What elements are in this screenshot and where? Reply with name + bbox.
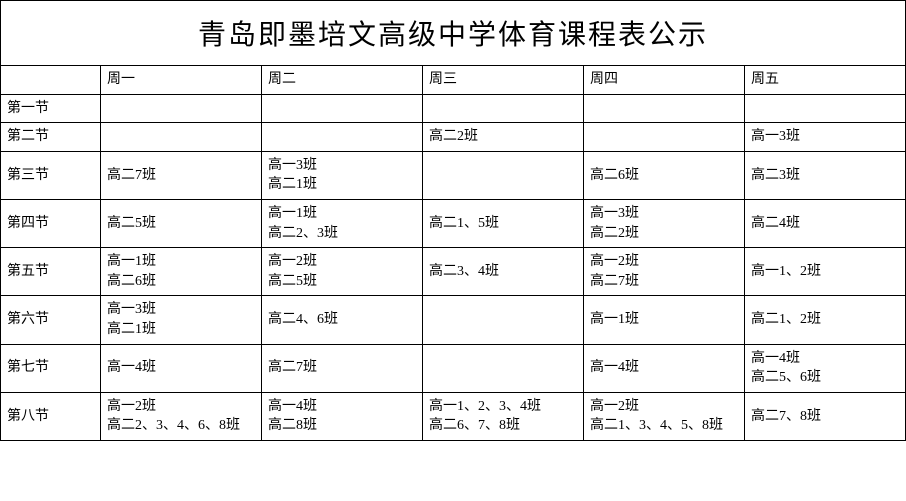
cell: 高二7班 — [101, 151, 262, 199]
timetable: 周一 周二 周三 周四 周五 第一节 第二节 高二2班 高一3班 第三节 高二7… — [0, 65, 906, 441]
header-day: 周三 — [423, 66, 584, 95]
cell: 高二2班 — [423, 123, 584, 152]
cell — [101, 94, 262, 123]
table-row: 第五节 高一1班高二6班 高一2班高二5班 高二3、4班 高一2班高二7班 高一… — [1, 248, 906, 296]
cell: 高一4班高二5、6班 — [745, 344, 906, 392]
cell: 高一2班高二2、3、4、6、8班 — [101, 392, 262, 440]
cell: 高一1班高二2、3班 — [262, 199, 423, 247]
cell: 高一1班高二6班 — [101, 248, 262, 296]
cell: 高一1、2、3、4班高二6、7、8班 — [423, 392, 584, 440]
cell: 高一2班高二7班 — [584, 248, 745, 296]
timetable-container: 青岛即墨培文高级中学体育课程表公示 周一 周二 周三 周四 周五 第一节 第二节… — [0, 0, 906, 441]
cell: 高二4班 — [745, 199, 906, 247]
cell: 高一4班高二8班 — [262, 392, 423, 440]
cell: 高一4班 — [101, 344, 262, 392]
header-row: 周一 周二 周三 周四 周五 — [1, 66, 906, 95]
cell — [423, 296, 584, 344]
cell: 高二5班 — [101, 199, 262, 247]
header-day: 周二 — [262, 66, 423, 95]
period-label: 第一节 — [1, 94, 101, 123]
table-row: 第八节 高一2班高二2、3、4、6、8班 高一4班高二8班 高一1、2、3、4班… — [1, 392, 906, 440]
period-label: 第三节 — [1, 151, 101, 199]
header-day: 周四 — [584, 66, 745, 95]
period-label: 第四节 — [1, 199, 101, 247]
table-row: 第三节 高二7班 高一3班高二1班 高二6班 高二3班 — [1, 151, 906, 199]
table-row: 第六节 高一3班高二1班 高二4、6班 高一1班 高二1、2班 — [1, 296, 906, 344]
cell: 高二1、2班 — [745, 296, 906, 344]
cell: 高二7班 — [262, 344, 423, 392]
cell: 高一3班高二1班 — [101, 296, 262, 344]
cell — [584, 123, 745, 152]
cell — [101, 123, 262, 152]
period-label: 第八节 — [1, 392, 101, 440]
period-label: 第七节 — [1, 344, 101, 392]
cell: 高二3、4班 — [423, 248, 584, 296]
cell — [262, 94, 423, 123]
cell: 高一3班高二2班 — [584, 199, 745, 247]
cell — [262, 123, 423, 152]
cell — [584, 94, 745, 123]
cell: 高一1、2班 — [745, 248, 906, 296]
table-row: 第四节 高二5班 高一1班高二2、3班 高二1、5班 高一3班高二2班 高二4班 — [1, 199, 906, 247]
cell: 高二7、8班 — [745, 392, 906, 440]
header-day: 周五 — [745, 66, 906, 95]
cell: 高一4班 — [584, 344, 745, 392]
cell: 高一2班高二5班 — [262, 248, 423, 296]
cell: 高一2班高二1、3、4、5、8班 — [584, 392, 745, 440]
header-blank — [1, 66, 101, 95]
period-label: 第五节 — [1, 248, 101, 296]
cell — [745, 94, 906, 123]
table-row: 第二节 高二2班 高一3班 — [1, 123, 906, 152]
header-day: 周一 — [101, 66, 262, 95]
period-label: 第六节 — [1, 296, 101, 344]
table-row: 第七节 高一4班 高二7班 高一4班 高一4班高二5、6班 — [1, 344, 906, 392]
cell: 高一1班 — [584, 296, 745, 344]
cell — [423, 94, 584, 123]
cell: 高二4、6班 — [262, 296, 423, 344]
period-label: 第二节 — [1, 123, 101, 152]
cell: 高二3班 — [745, 151, 906, 199]
cell: 高一3班 — [745, 123, 906, 152]
cell — [423, 344, 584, 392]
page-title: 青岛即墨培文高级中学体育课程表公示 — [0, 0, 906, 65]
cell: 高二1、5班 — [423, 199, 584, 247]
cell: 高二6班 — [584, 151, 745, 199]
cell — [423, 151, 584, 199]
cell: 高一3班高二1班 — [262, 151, 423, 199]
table-row: 第一节 — [1, 94, 906, 123]
